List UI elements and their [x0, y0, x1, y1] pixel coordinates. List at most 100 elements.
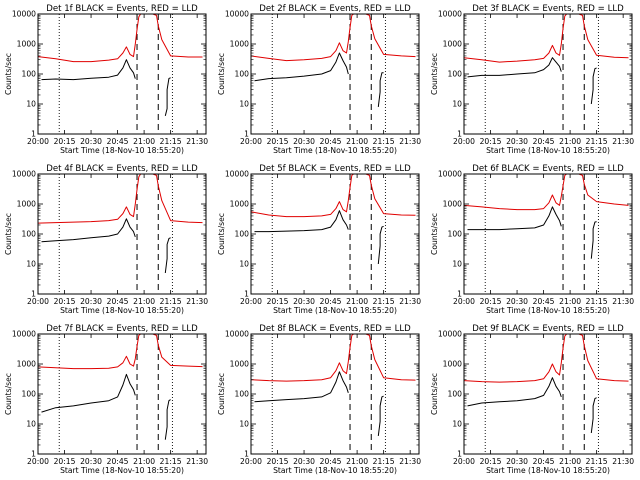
y-axis-label: Counts/sec — [217, 53, 226, 95]
lld-series-line — [464, 334, 629, 383]
y-tick-label: 1 — [457, 130, 462, 139]
y-tick-label: 1 — [457, 290, 462, 299]
events-series-line — [467, 206, 597, 259]
x-tick-label: 21:30 — [399, 297, 421, 306]
x-tick-label: 20:15 — [267, 137, 289, 146]
y-tick-label: 10000 — [12, 170, 36, 179]
events-series-line — [467, 57, 597, 105]
x-tick-label: 20:45 — [533, 137, 555, 146]
y-axis-label: Counts/sec — [4, 373, 13, 415]
y-tick-label: 100 — [448, 230, 463, 239]
panel-det-4: Det 4f BLACK = Events, RED = LLD 1 10 100 10… — [4, 164, 208, 315]
x-tick-label: 20:30 — [293, 137, 315, 146]
y-tick-label: 10000 — [12, 10, 36, 19]
panel-title: Det 1f BLACK = Events, RED = LLD — [46, 4, 198, 14]
y-tick-label: 10 — [239, 100, 249, 109]
x-tick-label: 20:00 — [27, 457, 49, 466]
events-series-line — [41, 59, 171, 117]
panel-det-9: Det 9f BLACK = Events, RED = LLD 1 10 100 10… — [430, 324, 634, 475]
x-axis-label: Start Time (18-Nov-10 18:55:20) — [60, 146, 184, 155]
x-tick-label: 20:00 — [27, 297, 49, 306]
y-tick-label: 100 — [235, 70, 250, 79]
y-tick-label: 1 — [244, 290, 249, 299]
x-tick-label: 21:15 — [160, 137, 182, 146]
x-tick-label: 21:00 — [346, 137, 368, 146]
y-tick-label: 10000 — [438, 10, 462, 19]
x-tick-label: 21:15 — [586, 457, 608, 466]
x-tick-label: 20:00 — [240, 297, 262, 306]
panel-title: Det 4f BLACK = Events, RED = LLD — [46, 164, 198, 174]
panel-det-2: Det 2f BLACK = Events, RED = LLD 1 10 100 10… — [217, 4, 421, 155]
lld-series-line — [251, 334, 416, 382]
x-tick-label: 20:00 — [453, 137, 475, 146]
x-tick-label: 21:30 — [186, 457, 208, 466]
x-tick-label: 20:15 — [54, 457, 76, 466]
x-tick-label: 20:00 — [240, 457, 262, 466]
x-tick-label: 20:45 — [533, 457, 555, 466]
y-axis-label: Counts/sec — [430, 213, 439, 255]
y-axis-label: Counts/sec — [217, 213, 226, 255]
panel-title: Det 5f BLACK = Events, RED = LLD — [259, 164, 411, 174]
x-tick-label: 20:45 — [320, 457, 342, 466]
x-tick-label: 21:15 — [160, 297, 182, 306]
panel-det-6: Det 6f BLACK = Events, RED = LLD 1 10 100 10… — [430, 164, 634, 315]
x-tick-label: 20:45 — [107, 137, 129, 146]
panel-det-8: Det 8f BLACK = Events, RED = LLD 1 10 100 10… — [217, 324, 421, 475]
y-tick-label: 10 — [26, 260, 36, 269]
x-tick-label: 20:30 — [80, 457, 102, 466]
x-tick-label: 20:00 — [27, 137, 49, 146]
y-tick-label: 10000 — [225, 170, 249, 179]
y-tick-label: 1000 — [443, 200, 462, 209]
x-tick-label: 21:15 — [586, 137, 608, 146]
y-tick-label: 1000 — [230, 200, 249, 209]
y-tick-label: 1000 — [17, 360, 36, 369]
x-tick-label: 21:15 — [373, 297, 395, 306]
x-tick-label: 21:00 — [133, 457, 155, 466]
y-tick-label: 100 — [22, 230, 37, 239]
y-tick-label: 100 — [235, 390, 250, 399]
lld-series-line — [464, 14, 629, 63]
x-tick-label: 20:15 — [480, 137, 502, 146]
x-tick-label: 20:45 — [320, 137, 342, 146]
panel-det-3: Det 3f BLACK = Events, RED = LLD 1 10 100 10… — [430, 4, 634, 155]
y-tick-label: 1 — [31, 450, 36, 459]
x-tick-label: 21:15 — [160, 457, 182, 466]
panel-title: Det 3f BLACK = Events, RED = LLD — [472, 4, 624, 14]
x-axis-label: Start Time (18-Nov-10 18:55:20) — [486, 466, 610, 475]
y-tick-label: 10000 — [438, 330, 462, 339]
y-tick-label: 1 — [31, 290, 36, 299]
x-tick-label: 20:15 — [54, 297, 76, 306]
x-tick-label: 21:00 — [133, 297, 155, 306]
events-series-line — [254, 371, 384, 436]
y-tick-label: 1000 — [230, 40, 249, 49]
panel-det-5: Det 5f BLACK = Events, RED = LLD 1 10 100 10… — [217, 164, 421, 315]
y-tick-label: 1000 — [443, 40, 462, 49]
x-tick-label: 20:45 — [320, 297, 342, 306]
x-tick-label: 21:30 — [399, 137, 421, 146]
x-tick-label: 21:00 — [559, 457, 581, 466]
events-series-line — [41, 218, 171, 274]
y-tick-label: 100 — [22, 390, 37, 399]
lld-series-line — [38, 174, 203, 224]
y-tick-label: 1000 — [230, 360, 249, 369]
x-axis-label: Start Time (18-Nov-10 18:55:20) — [486, 306, 610, 315]
y-tick-label: 1 — [244, 130, 249, 139]
x-tick-label: 21:15 — [586, 297, 608, 306]
x-tick-label: 20:30 — [80, 297, 102, 306]
x-axis-label: Start Time (18-Nov-10 18:55:20) — [273, 466, 397, 475]
y-tick-label: 10 — [452, 420, 462, 429]
y-tick-label: 10000 — [12, 330, 36, 339]
x-tick-label: 21:30 — [612, 297, 634, 306]
y-tick-label: 100 — [235, 230, 250, 239]
x-axis-label: Start Time (18-Nov-10 18:55:20) — [60, 306, 184, 315]
y-tick-label: 10 — [239, 260, 249, 269]
y-tick-label: 10 — [452, 260, 462, 269]
y-tick-label: 10 — [239, 420, 249, 429]
events-series-line — [467, 377, 597, 434]
x-tick-label: 21:15 — [373, 457, 395, 466]
x-axis-label: Start Time (18-Nov-10 18:55:20) — [273, 146, 397, 155]
y-tick-label: 100 — [22, 70, 37, 79]
x-axis-label: Start Time (18-Nov-10 18:55:20) — [273, 306, 397, 315]
x-tick-label: 20:45 — [107, 297, 129, 306]
x-tick-label: 20:15 — [480, 457, 502, 466]
